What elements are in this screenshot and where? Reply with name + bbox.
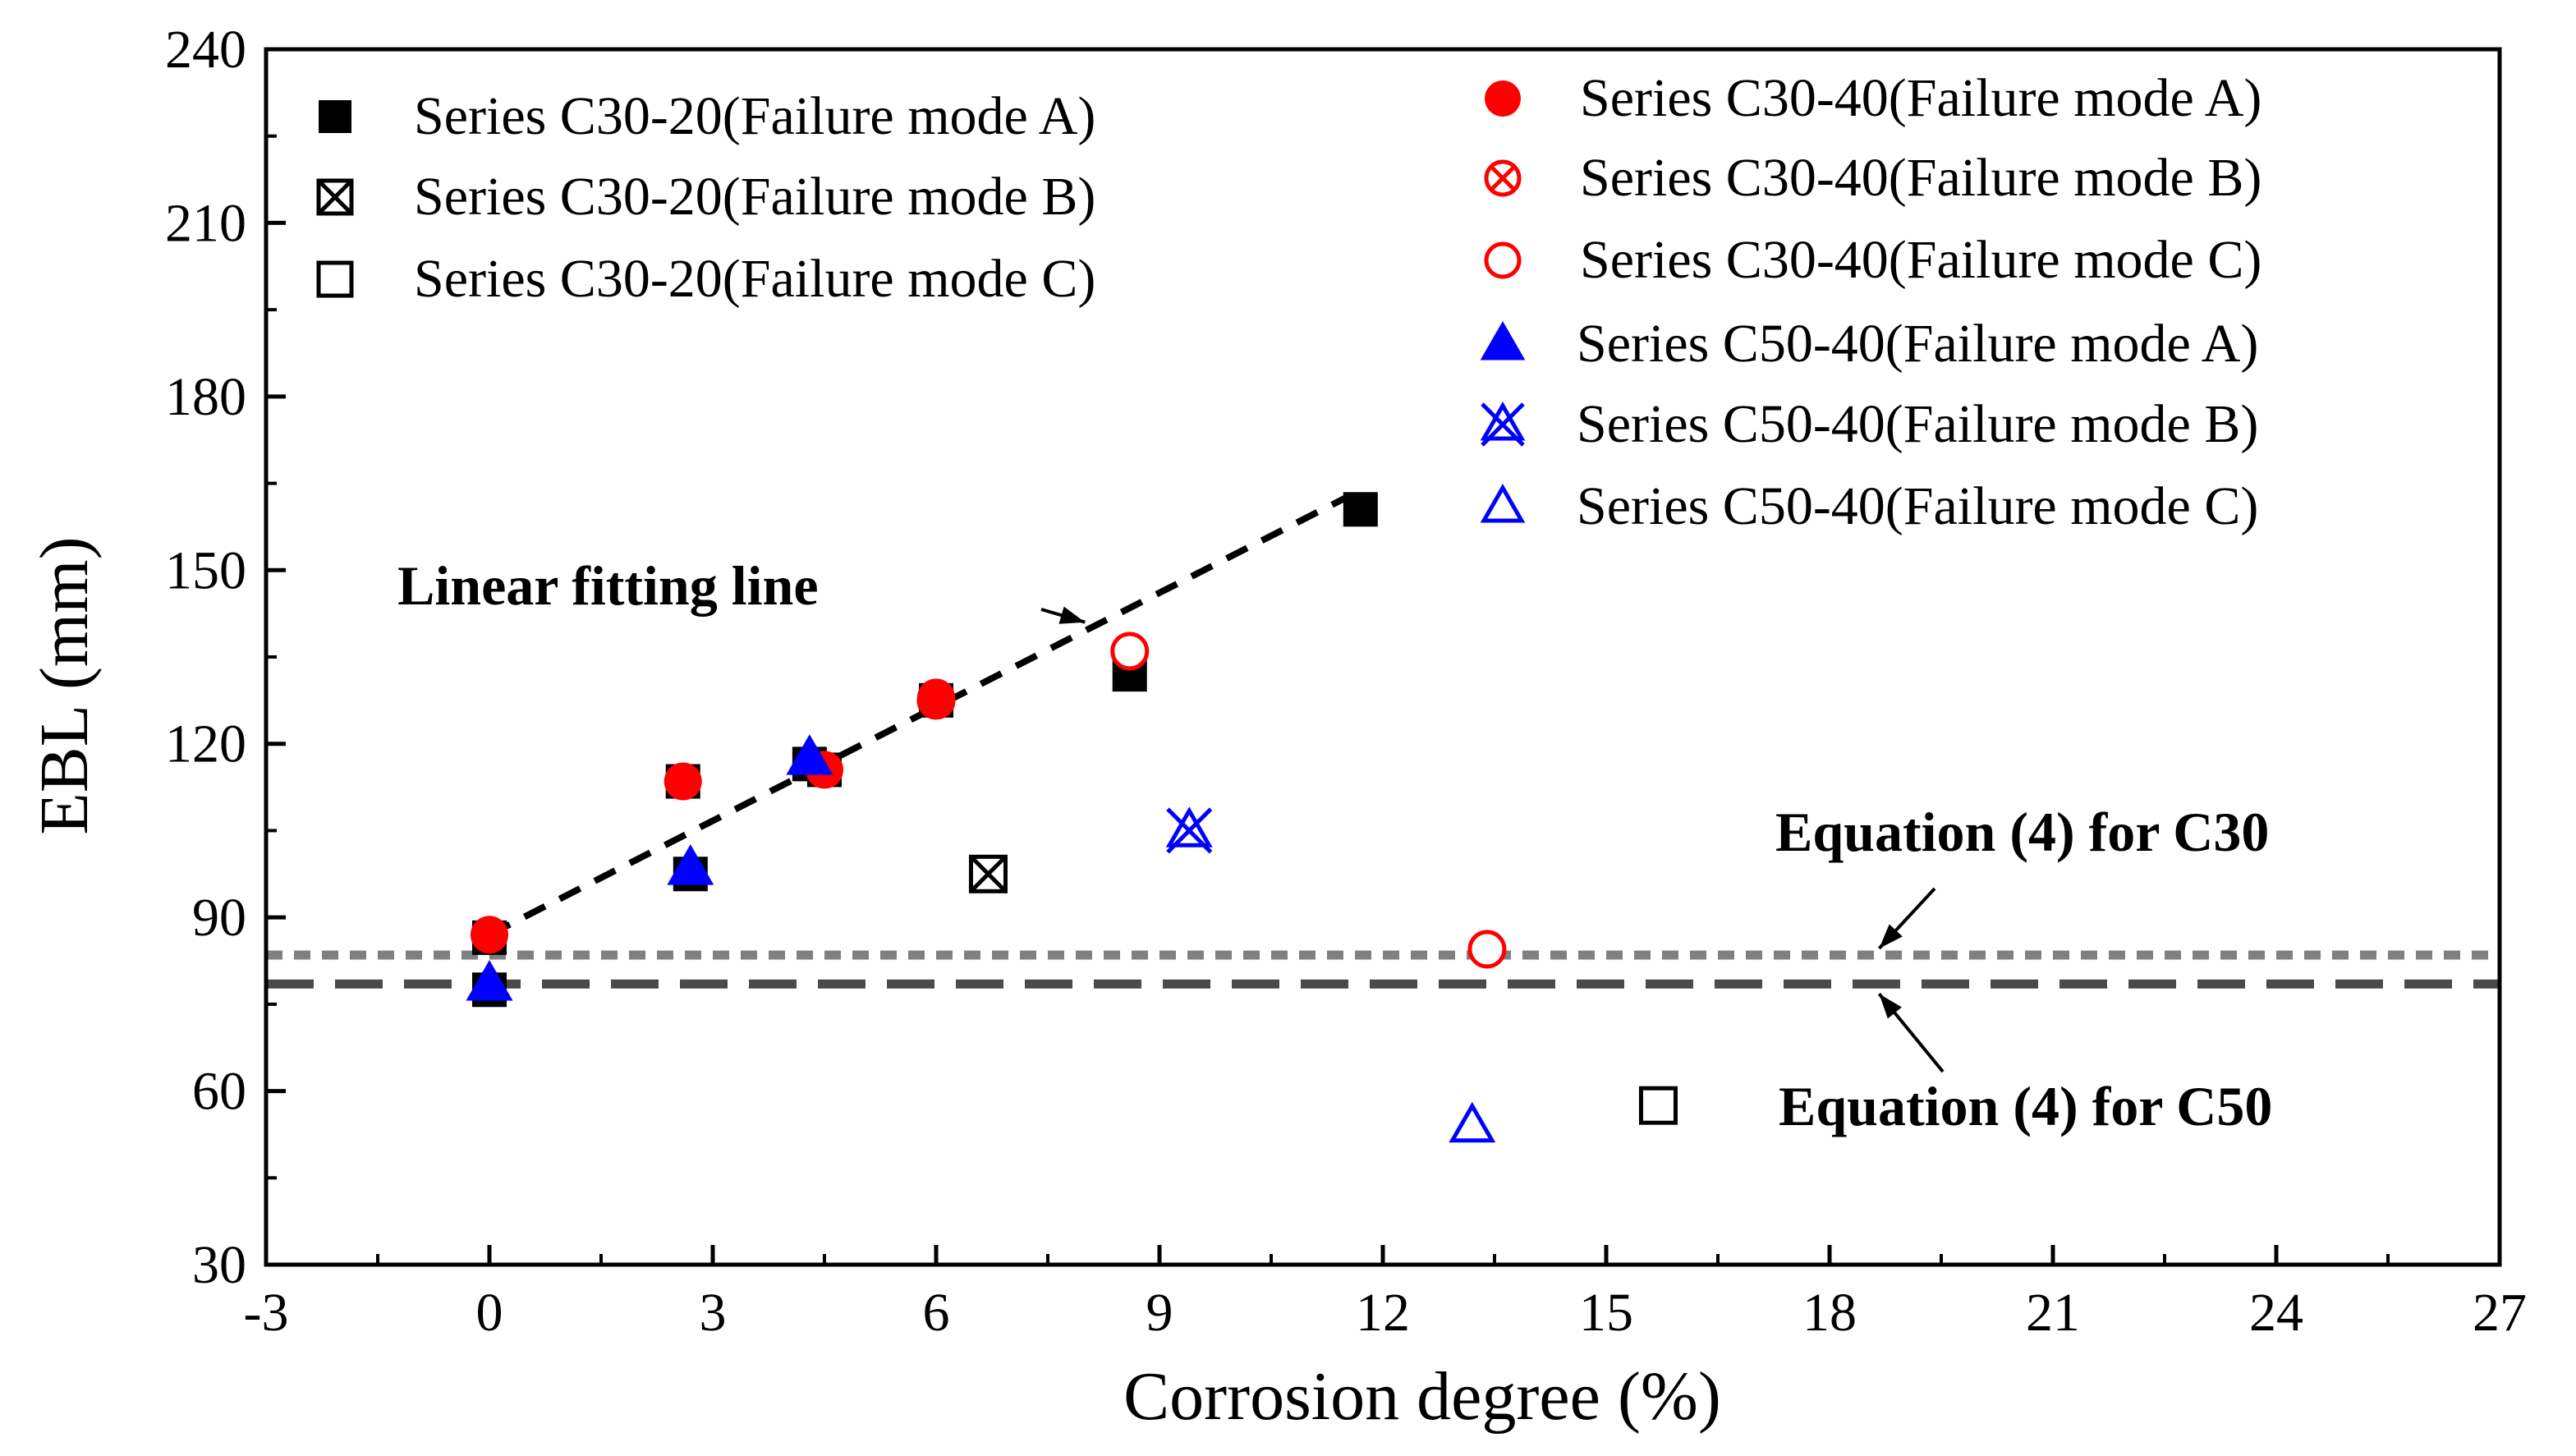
x-tick-label-7: 18 <box>1802 1283 1857 1343</box>
point-series-6-1 <box>667 844 714 885</box>
legend-marker-5 <box>1484 241 1522 279</box>
annotation-linear-fit: Linear fitting line <box>397 554 819 617</box>
legend-marker-2 <box>316 260 354 298</box>
point-series-8-0 <box>1449 1101 1496 1143</box>
x-tick-label-4: 9 <box>1146 1283 1173 1343</box>
point-series-5-1 <box>1467 930 1507 969</box>
legend-label-c30-20-b: Series C30-20(Failure mode B) <box>414 167 1095 227</box>
y-tick-label-1: 60 <box>192 1062 246 1122</box>
x-axis-label: Corrosion degree (%) <box>1123 1358 1721 1435</box>
x-tick-label-6: 15 <box>1579 1283 1633 1343</box>
point-series-7-0 <box>1165 806 1213 854</box>
point-series-6-0 <box>466 960 513 1001</box>
legend-label-c30-40-b: Series C30-40(Failure mode B) <box>1580 148 2261 208</box>
x-tick-label-8: 21 <box>2026 1283 2080 1343</box>
y-tick-label-0: 30 <box>192 1235 246 1295</box>
legend-marker-0 <box>319 100 351 133</box>
legend-label-c50-40-c: Series C50-40(Failure mode C) <box>1577 476 2258 536</box>
line-fit <box>488 494 1348 938</box>
tick-labels: -3 0 3 6 9 12 15 18 21 24 27 30 60 90 120 150 180 210 240 <box>165 20 2527 1343</box>
x-tick-label-2: 3 <box>700 1283 727 1343</box>
point-series-5-0 <box>1110 632 1150 671</box>
x-tick-label-10: 27 <box>2473 1283 2527 1343</box>
arrow-eq-c50 <box>1877 992 1945 1073</box>
y-tick-label-6: 210 <box>165 193 246 253</box>
x-tick-label-3: 6 <box>923 1283 950 1343</box>
legend-marker-4 <box>1484 159 1522 197</box>
reference-lines <box>266 494 2500 989</box>
point-series-3-1 <box>664 762 702 801</box>
legend: Series C30-20(Failure mode A) Series C30… <box>316 68 2261 536</box>
legend-label-c30-40-c: Series C30-40(Failure mode C) <box>1580 230 2261 290</box>
point-series-4-0 <box>916 681 956 720</box>
point-series-2-0 <box>1638 1086 1678 1125</box>
annotations: Linear fitting line Equation (4) for C30… <box>397 554 2272 1137</box>
point-series-6-2 <box>786 734 833 775</box>
y-tick-label-4: 150 <box>165 540 246 600</box>
legend-label-c30-20-a: Series C30-20(Failure mode A) <box>414 86 1095 146</box>
y-tick-label-5: 180 <box>165 367 246 427</box>
annotation-eq-c50: Equation (4) for C50 <box>1779 1075 2272 1137</box>
data-points <box>466 492 1678 1143</box>
legend-marker-7 <box>1480 401 1526 447</box>
axes <box>264 47 2502 1267</box>
point-series-3-0 <box>471 916 508 954</box>
legend-label-c30-20-c: Series C30-20(Failure mode C) <box>414 249 1095 309</box>
annotation-eq-c30: Equation (4) for C30 <box>1775 801 2269 863</box>
point-series-1-0 <box>968 854 1008 893</box>
legend-marker-1 <box>316 178 354 216</box>
y-tick-label-2: 90 <box>192 888 246 948</box>
y-tick-label-7: 240 <box>165 20 246 80</box>
legend-label-c30-40-a: Series C30-40(Failure mode A) <box>1580 68 2261 128</box>
y-axis-label: EBL (mm) <box>26 536 103 834</box>
legend-label-c50-40-b: Series C50-40(Failure mode B) <box>1577 394 2258 454</box>
x-tick-label-1: 0 <box>476 1283 503 1343</box>
x-tick-label-5: 12 <box>1356 1283 1410 1343</box>
x-tick-label-9: 24 <box>2249 1283 2303 1343</box>
arrow-eq-c30 <box>1877 887 1936 950</box>
point-series-0-8 <box>1343 492 1378 527</box>
legend-marker-3 <box>1485 80 1521 117</box>
arrow-linear-fit <box>1040 606 1086 624</box>
y-tick-label-3: 120 <box>165 714 246 774</box>
x-tick-label-0: -3 <box>244 1283 289 1343</box>
legend-marker-6 <box>1480 320 1526 361</box>
legend-label-c50-40-a: Series C50-40(Failure mode A) <box>1577 314 2258 374</box>
legend-marker-8 <box>1480 483 1526 523</box>
